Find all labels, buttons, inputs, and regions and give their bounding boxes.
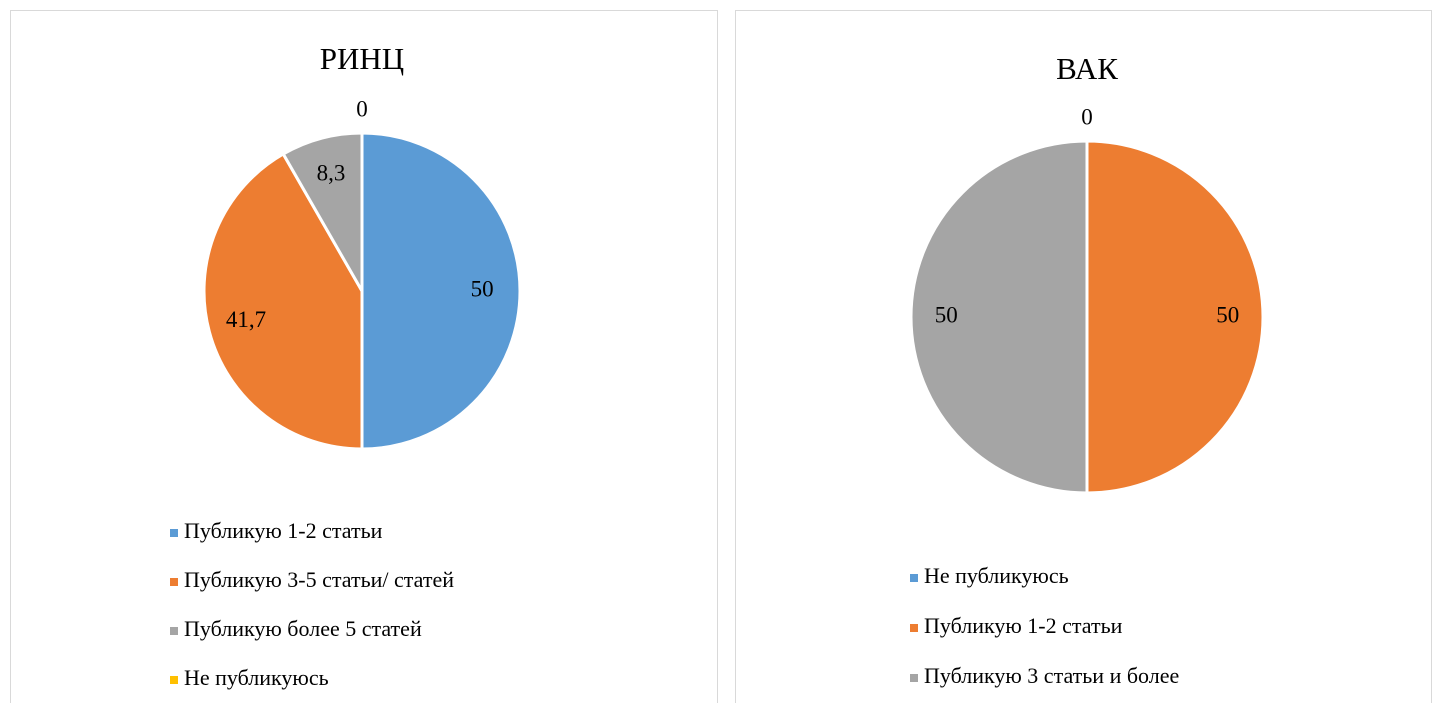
pie-slice — [360, 131, 522, 451]
legend-label: Публикую более 5 статей — [184, 616, 422, 641]
legend-label: Публикую 3-5 статьи/ статей — [184, 567, 454, 592]
data-label: 0 — [1081, 104, 1093, 129]
legend-marker — [170, 627, 178, 635]
data-label: 50 — [1216, 302, 1239, 327]
pie-slice — [202, 151, 364, 451]
pie-slice — [1085, 139, 1265, 495]
pie-slice — [909, 139, 1089, 495]
legend-marker — [910, 574, 918, 582]
chart-title: РИНЦ — [320, 41, 404, 76]
legend-marker — [170, 578, 178, 586]
legend-label: Публикую 1-2 статьи — [924, 613, 1123, 638]
legend-label: Публикую 1-2 статьи — [184, 518, 383, 543]
legend-label: Публикую 3 статьи и более — [924, 663, 1179, 688]
data-label: 50 — [935, 302, 958, 327]
chart-title: ВАК — [1056, 51, 1118, 86]
legend-marker — [170, 676, 178, 684]
legend-marker — [170, 529, 178, 537]
legend-marker — [910, 674, 918, 682]
data-label: 8,3 — [317, 160, 346, 185]
data-label: 0 — [356, 96, 368, 121]
data-label: 50 — [471, 276, 494, 301]
legend-label: Не публикуюсь — [184, 665, 329, 690]
legend-marker — [910, 624, 918, 632]
data-label: 41,7 — [226, 307, 266, 332]
legend-label: Не публикуюсь — [924, 563, 1069, 588]
